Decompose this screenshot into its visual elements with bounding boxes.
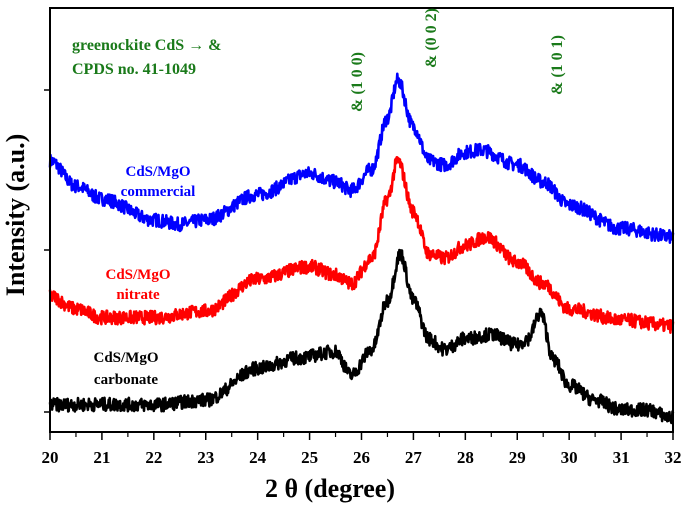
x-tick-label: 25 (301, 448, 318, 467)
series-carbonate (48, 248, 675, 425)
series-label-nitrate-2: nitrate (116, 287, 160, 303)
peak-label-002: & (0 0 2) (423, 8, 440, 68)
x-tick-label: 30 (561, 448, 578, 467)
x-tick-label: 24 (249, 448, 267, 467)
y-axis-label: Intensity (a.u.) (1, 134, 30, 297)
series-label-commercial-2: commercial (121, 184, 196, 200)
x-tick-label: 21 (93, 448, 110, 467)
peak-label-100: & (1 0 0) (349, 52, 366, 112)
legend-note-line2: CPDS no. 41-1049 (72, 61, 196, 78)
x-tick-label: 28 (457, 448, 474, 467)
x-tick-label: 26 (353, 448, 370, 467)
y-ticks (44, 89, 50, 413)
series-label-carbonate-1: CdS/MgO (93, 350, 158, 366)
x-axis-label: 2 θ (degree) (265, 474, 395, 503)
series-label-carbonate-2: carbonate (94, 372, 158, 388)
x-tick-label: 32 (665, 448, 682, 467)
x-tick-label: 23 (197, 448, 214, 467)
x-tick-label: 31 (613, 448, 630, 467)
series-commercial (48, 72, 675, 244)
peak-label-101: & (1 0 1) (549, 35, 566, 95)
series-nitrate (48, 156, 675, 335)
series-label-commercial-1: CdS/MgO (125, 164, 190, 180)
series-label-nitrate-1: CdS/MgO (105, 267, 170, 283)
x-tick-label: 20 (42, 448, 59, 467)
x-tick-label: 22 (145, 448, 162, 467)
x-tick-label: 27 (405, 448, 423, 467)
x-tick-label: 29 (509, 448, 526, 467)
legend-note-line1: greenockite CdS → & (72, 37, 221, 54)
